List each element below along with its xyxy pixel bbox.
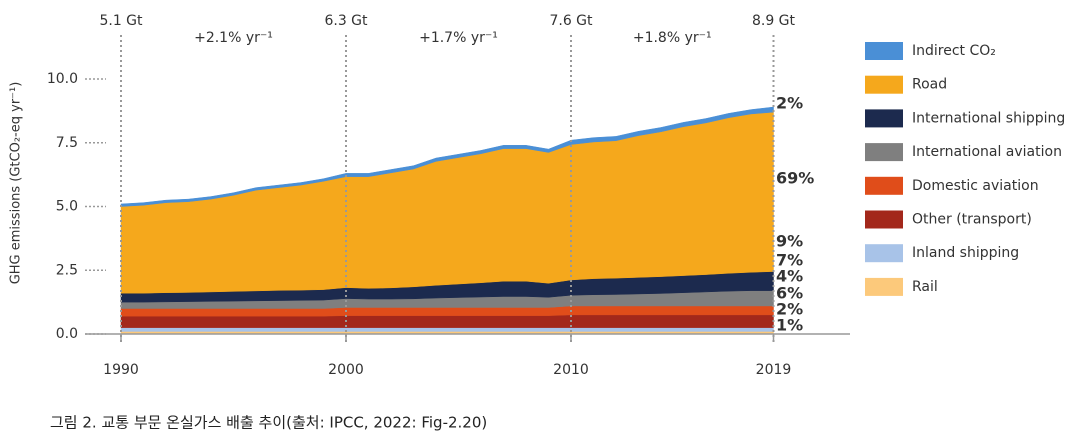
share-label: 69% bbox=[776, 169, 814, 188]
growth-label: +1.8% yr⁻¹ bbox=[633, 30, 712, 46]
y-tick-label: 10.0 bbox=[47, 71, 78, 87]
legend-swatch bbox=[865, 244, 903, 263]
share-label: 1% bbox=[776, 316, 803, 335]
legend-swatch bbox=[865, 143, 903, 162]
legend-label: Inland shipping bbox=[912, 245, 1019, 261]
caption: 그림 2. 교통 부문 온실가스 배출 추이(출처: IPCC, 2022: F… bbox=[50, 414, 487, 432]
share-label: 7% bbox=[776, 251, 803, 270]
y-tick-label: 2.5 bbox=[56, 262, 78, 278]
total-label: 8.9 Gt bbox=[752, 13, 796, 29]
x-tick-label: 1990 bbox=[103, 362, 139, 378]
legend-label: International aviation bbox=[912, 144, 1062, 160]
legend-swatch bbox=[865, 109, 903, 128]
growth-label: +2.1% yr⁻¹ bbox=[194, 30, 273, 46]
area bbox=[120, 314, 774, 328]
x-tick-label: 2000 bbox=[328, 362, 364, 378]
legend-label: Other (transport) bbox=[912, 212, 1032, 228]
share-label: 6% bbox=[776, 284, 803, 303]
total-label: 7.6 Gt bbox=[549, 13, 593, 29]
legend-swatch bbox=[865, 176, 903, 195]
legend-label: Indirect CO₂ bbox=[912, 43, 996, 59]
legend-label: Rail bbox=[912, 279, 938, 295]
area bbox=[120, 111, 774, 294]
legend-label: Domestic aviation bbox=[912, 178, 1039, 194]
x-tick-label: 2010 bbox=[553, 362, 589, 378]
share-label: 2% bbox=[776, 94, 803, 113]
x-tick-label: 2019 bbox=[756, 362, 792, 378]
y-tick-label: 0.0 bbox=[56, 326, 78, 342]
share-label: 9% bbox=[776, 232, 803, 251]
legend-swatch bbox=[865, 277, 903, 296]
legend-label: International shipping bbox=[912, 110, 1065, 126]
area bbox=[120, 106, 774, 207]
y-axis-label: GHG emissions (GtCO₂-eq yr⁻¹) bbox=[9, 82, 24, 285]
growth-label: +1.7% yr⁻¹ bbox=[419, 30, 498, 46]
y-tick-label: 5.0 bbox=[56, 199, 78, 215]
legend-swatch bbox=[865, 42, 903, 60]
share-label: 2% bbox=[776, 300, 803, 319]
y-tick-label: 7.5 bbox=[56, 135, 78, 151]
total-label: 6.3 Gt bbox=[324, 13, 368, 29]
area bbox=[120, 327, 774, 332]
legend-swatch bbox=[865, 75, 903, 94]
legend-swatch bbox=[865, 210, 903, 229]
legend-label: Road bbox=[912, 77, 947, 93]
total-label: 5.1 Gt bbox=[99, 13, 143, 29]
share-label: 4% bbox=[776, 267, 803, 286]
